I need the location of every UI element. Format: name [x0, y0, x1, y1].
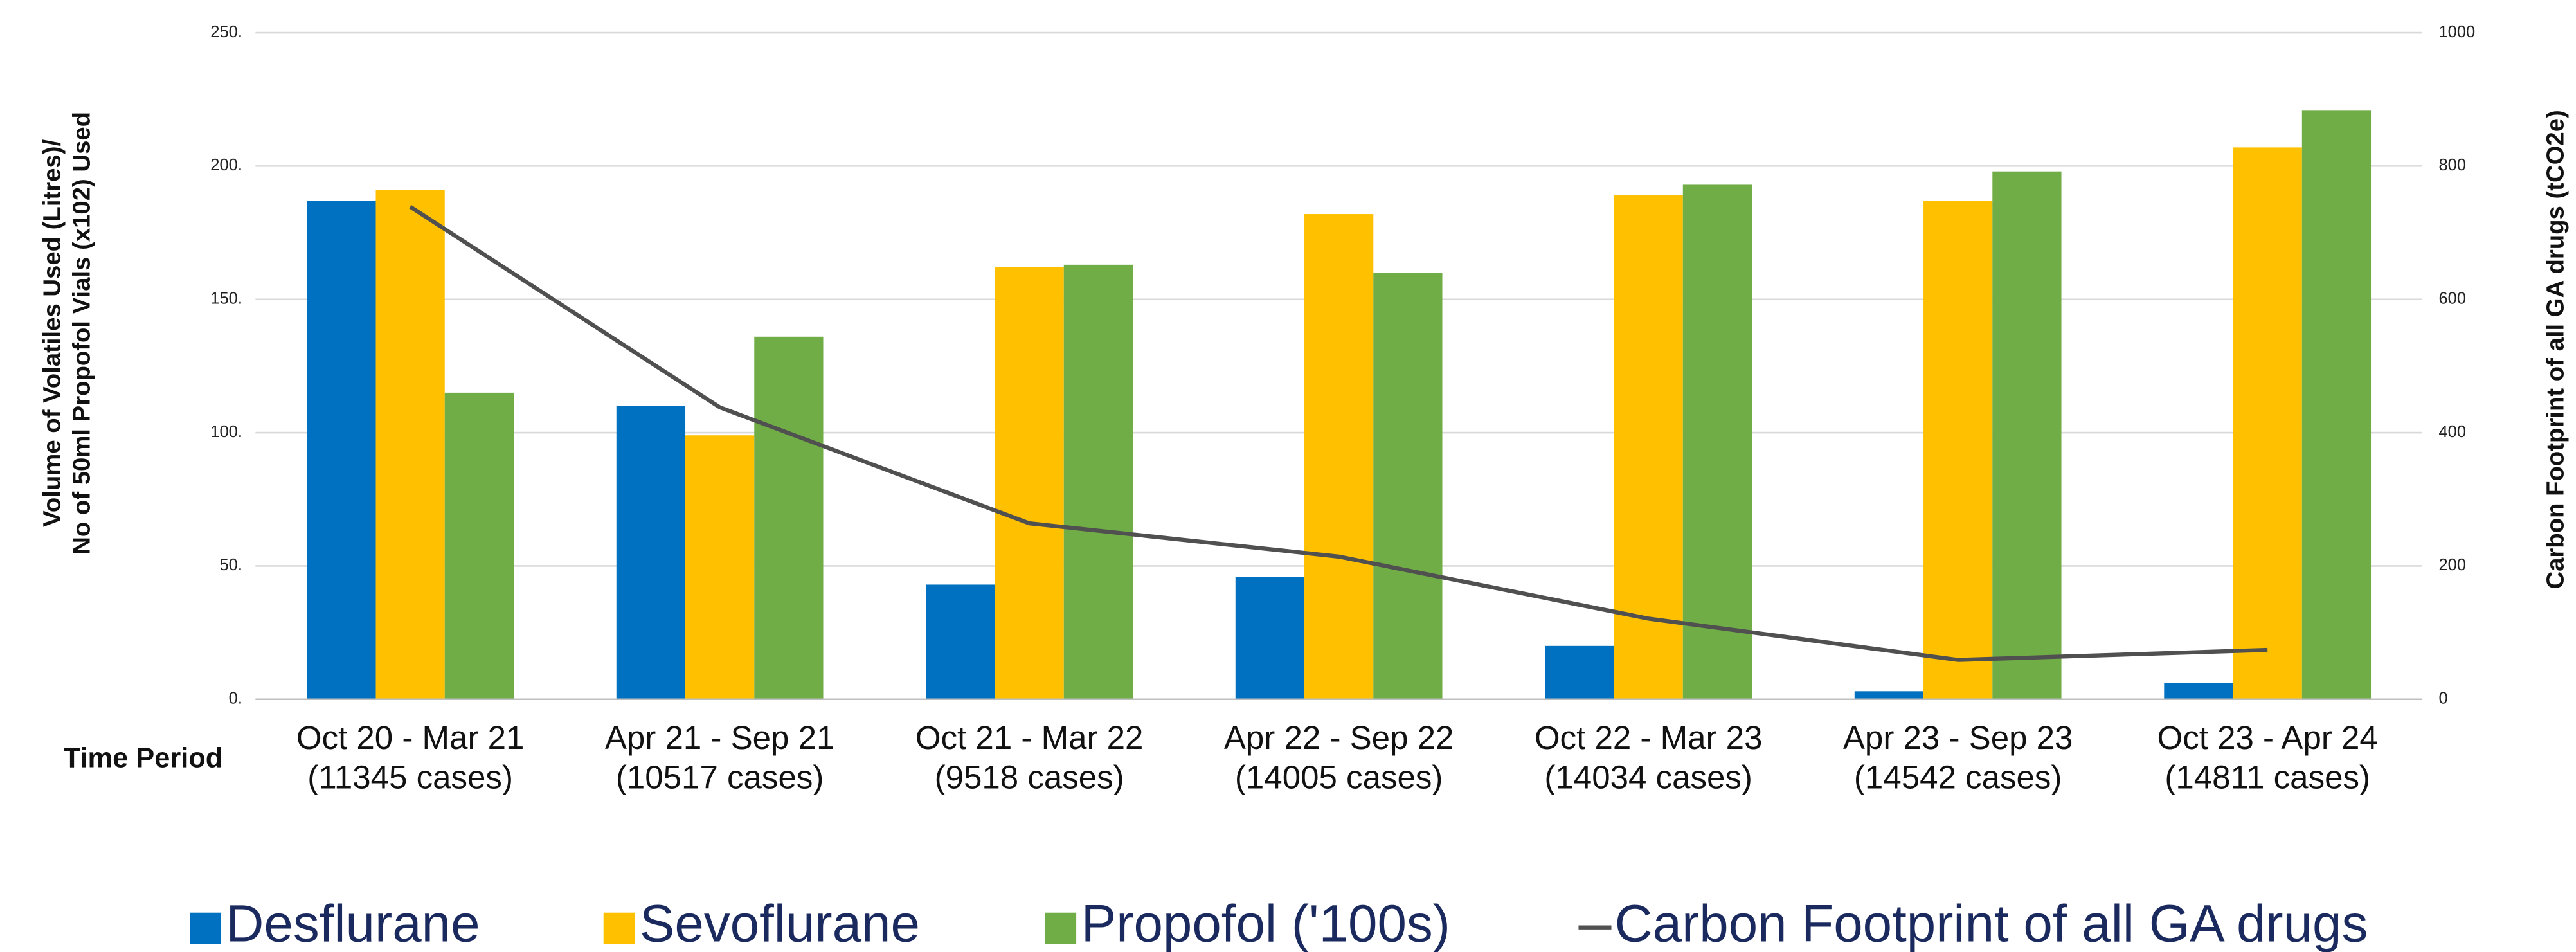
y-tick-label: 50.: [219, 556, 242, 574]
y-tick-label: 100.: [210, 423, 242, 441]
y2-tick-label: 800: [2438, 156, 2466, 174]
bar: [1923, 201, 1993, 699]
bar: [926, 584, 995, 699]
y-tick-label: 150.: [210, 289, 242, 307]
legend-swatch: [190, 912, 221, 944]
legend-label: Desflurane: [226, 894, 480, 952]
x-tick-label: (9518 cases): [935, 759, 1124, 795]
y2-tick-label: 0: [2438, 690, 2447, 708]
bar: [754, 336, 824, 699]
legend-label: Sevoflurane: [640, 894, 920, 952]
x-tick-label: Apr 23 - Sep 23: [1843, 719, 2073, 756]
bar: [1545, 645, 1614, 699]
bar: [2164, 683, 2233, 699]
x-tick-label: (14005 cases): [1235, 759, 1443, 795]
bar: [1682, 184, 1752, 699]
legend-swatch: [1045, 912, 1077, 944]
bar: [995, 267, 1064, 699]
bar: [2301, 110, 2372, 699]
bar: [685, 435, 755, 699]
y-tick-label: 0.: [229, 690, 242, 708]
x-tick-label: (11345 cases): [307, 759, 513, 795]
x-tick-label: Oct 22 - Mar 23: [1535, 719, 1763, 756]
bar: [1235, 577, 1305, 699]
y-axis-title: Volume of Volatiles Used (Litres)/: [38, 139, 66, 527]
y-tick-label: 250.: [210, 23, 242, 41]
bar: [1063, 264, 1133, 699]
x-axis-title: Time Period: [64, 743, 223, 774]
bar: [1304, 214, 1374, 699]
bar: [444, 392, 514, 699]
bar: [1992, 171, 2062, 699]
y2-axis-title: Carbon Footprint of all GA drugs (tCO2e): [2541, 110, 2569, 589]
x-tick-label: (14542 cases): [1854, 759, 2062, 795]
bar: [1854, 691, 1924, 699]
legend-label: Carbon Footprint of all GA drugs: [1615, 894, 2368, 952]
bar: [2233, 147, 2302, 699]
bar: [616, 406, 686, 699]
x-tick-label: Oct 20 - Mar 21: [296, 719, 525, 756]
x-tick-label: Oct 23 - Apr 24: [2157, 719, 2378, 756]
line: [409, 204, 2268, 662]
legend-swatch: [603, 912, 635, 944]
bar: [375, 190, 445, 699]
bar: [307, 201, 376, 699]
y-axis-title: No of 50ml Propofol Vials (x102) Used: [68, 112, 95, 555]
x-tick-label: (10517 cases): [616, 759, 824, 795]
x-tick-label: Apr 21 - Sep 21: [605, 719, 835, 756]
y2-tick-label: 1000: [2438, 23, 2475, 41]
y2-tick-label: 400: [2438, 423, 2466, 441]
x-tick-label: (14034 cases): [1544, 759, 1752, 795]
y2-tick-label: 600: [2438, 289, 2466, 307]
y-tick-label: 200.: [210, 156, 242, 174]
x-tick-label: Oct 21 - Mar 22: [915, 719, 1144, 756]
x-tick-label: Apr 22 - Sep 22: [1224, 719, 1454, 756]
bar: [1373, 273, 1443, 699]
legend-label: Propofol ('100s): [1081, 894, 1450, 952]
x-tick-label: (14811 cases): [2165, 759, 2370, 795]
y2-tick-label: 200: [2438, 556, 2466, 574]
